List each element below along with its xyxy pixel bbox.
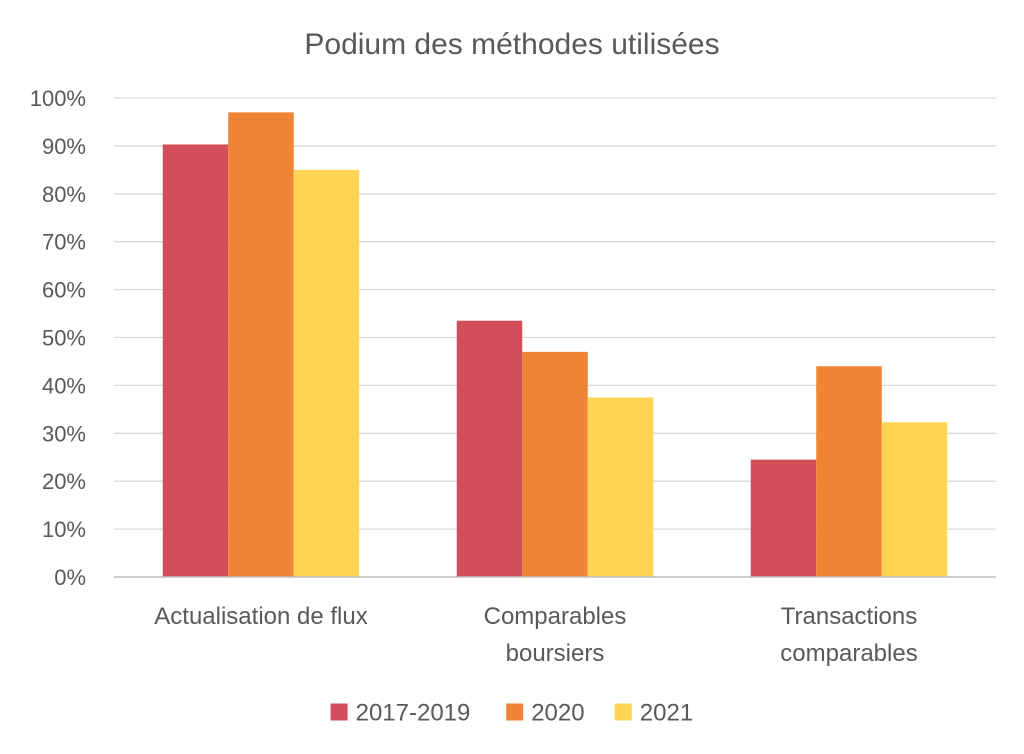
legend-swatch	[506, 703, 524, 721]
category-label: Comparables	[484, 603, 627, 630]
legend-label: 2017-2019	[356, 700, 471, 727]
bars	[162, 112, 948, 578]
x-axis-category-labels: Actualisation de flux Comparables boursier…	[154, 603, 917, 667]
category-label: Transactions	[781, 603, 918, 630]
category-label: boursiers	[506, 640, 605, 667]
category-label: Actualisation de flux	[154, 603, 367, 630]
legend-swatch	[330, 703, 348, 721]
y-tick-label: 90%	[42, 134, 86, 159]
legend-label: 2021	[640, 700, 693, 727]
bar-2017-2019-0	[162, 144, 229, 577]
bar-2021-0	[293, 169, 360, 577]
y-tick-label: 70%	[42, 230, 86, 255]
y-tick-label: 20%	[42, 469, 86, 494]
y-tick-label: 0%	[54, 565, 86, 590]
bar-2017-2019-2	[750, 459, 817, 577]
y-axis-tick-labels: 0% 10% 20% 30% 40% 50% 60% 70% 80% 90% 100%	[30, 86, 86, 590]
y-tick-label: 10%	[42, 517, 86, 542]
chart-title: Podium des méthodes utilisées	[304, 28, 719, 61]
legend-swatch	[614, 703, 632, 721]
bar-2020-0	[228, 112, 294, 578]
y-tick-label: 30%	[42, 421, 86, 446]
y-tick-label: 50%	[42, 326, 86, 351]
y-tick-label: 100%	[30, 86, 86, 111]
category-label: comparables	[780, 640, 917, 667]
y-tick-label: 40%	[42, 373, 86, 398]
bar-2021-2	[881, 422, 948, 577]
legend: 2017-2019 2020 2021	[330, 700, 693, 727]
bar-2020-1	[522, 351, 588, 577]
y-tick-label: 80%	[42, 182, 86, 207]
legend-label: 2020	[531, 700, 584, 727]
bar-2020-2	[816, 366, 882, 577]
y-tick-label: 60%	[42, 278, 86, 303]
bar-2017-2019-1	[456, 320, 523, 577]
bar-2021-1	[587, 397, 654, 577]
